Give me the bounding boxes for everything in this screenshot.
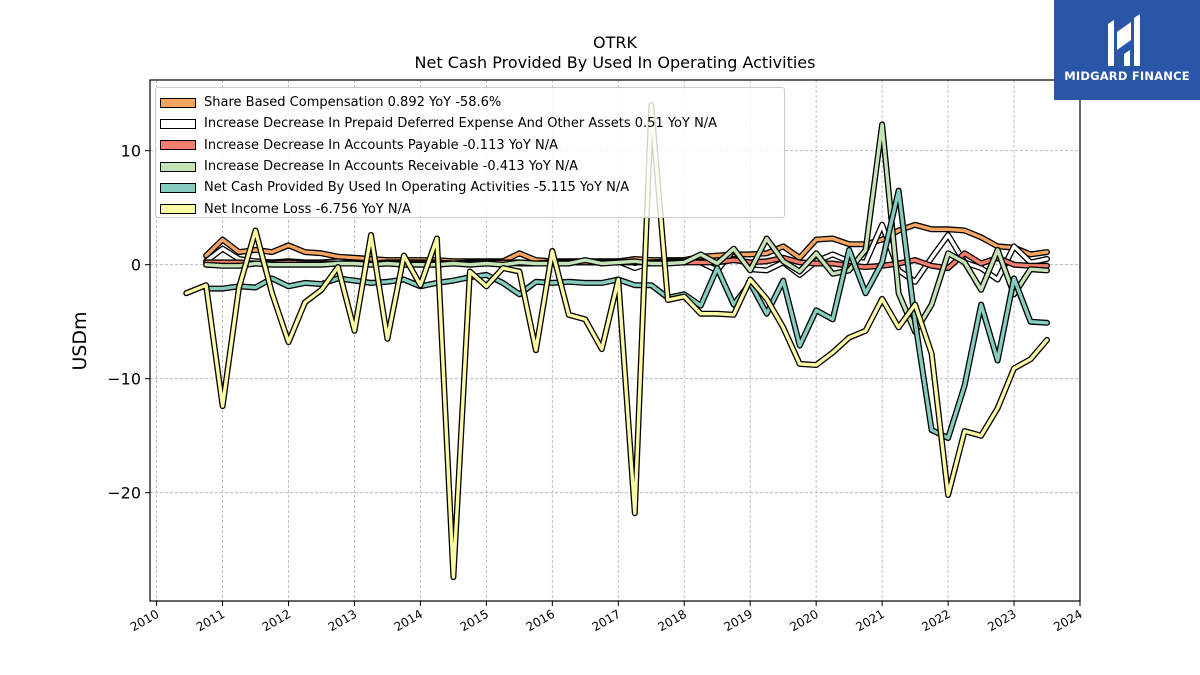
legend-swatch: [160, 97, 196, 108]
plot-frame: [149, 79, 1081, 602]
x-tick-label: 2010: [128, 607, 161, 634]
x-tick-label: 2013: [326, 607, 359, 634]
legend-item: Net Cash Provided By Used In Operating A…: [160, 177, 784, 198]
series-line: [204, 223, 1049, 263]
x-tick-label: 2015: [458, 607, 491, 634]
x-tick-label: 2024: [1051, 607, 1084, 634]
series-line: [184, 103, 1049, 579]
series-line: [204, 188, 1049, 440]
legend-label: Increase Decrease In Accounts Receivable…: [204, 159, 578, 175]
legend-label: Share Based Compensation 0.892 YoY -58.6…: [204, 95, 502, 111]
legend-item: Increase Decrease In Accounts Payable -0…: [160, 135, 784, 156]
legend-label: Net Income Loss -6.756 YoY N/A: [204, 201, 411, 217]
y-tick-label: −20: [107, 484, 141, 503]
brand-mark-icon: [1108, 14, 1140, 66]
y-tick-label: 0: [131, 256, 141, 275]
x-tick-label: 2017: [590, 607, 623, 634]
x-tick-label: 2018: [656, 607, 689, 634]
x-tick-label: 2016: [524, 607, 557, 634]
legend-label: Increase Decrease In Accounts Payable -0…: [204, 137, 558, 153]
chart-subtitle: Net Cash Provided By Used In Operating A…: [415, 53, 816, 72]
legend-item: Net Income Loss -6.756 YoY N/A: [160, 198, 784, 219]
y-tick-label: −10: [107, 370, 141, 389]
brand-logo: MIDGARD FINANCE: [1054, 0, 1200, 100]
series-5: [183, 102, 1050, 581]
x-tick-label: 2014: [392, 607, 425, 634]
y-tick-label: 10: [121, 142, 141, 161]
legend-item: Share Based Compensation 0.892 YoY -58.6…: [160, 92, 784, 113]
x-tick-label: 2020: [787, 607, 820, 634]
x-tick-label: 2011: [194, 607, 227, 634]
legend-label: Net Cash Provided By Used In Operating A…: [204, 180, 630, 196]
x-tick-label: 2012: [260, 607, 293, 634]
series-4: [203, 187, 1050, 441]
legend-swatch: [160, 118, 196, 129]
legend-swatch: [160, 182, 196, 193]
legend-swatch: [160, 161, 196, 172]
series-lines: [183, 102, 1050, 581]
x-tick-label: 2022: [919, 607, 952, 634]
brand-name: MIDGARD FINANCE: [1064, 69, 1190, 83]
chart-legend: Share Based Compensation 0.892 YoY -58.6…: [155, 87, 785, 218]
legend-item: Increase Decrease In Prepaid Deferred Ex…: [160, 113, 784, 134]
legend-label: Increase Decrease In Prepaid Deferred Ex…: [204, 116, 718, 132]
legend-item: Increase Decrease In Accounts Receivable…: [160, 156, 784, 177]
legend-swatch: [160, 204, 196, 215]
x-tick-label: 2023: [985, 607, 1018, 634]
x-tick-label: 2019: [721, 607, 754, 634]
y-axis-label: USDm: [69, 311, 91, 370]
chart-title: OTRK: [593, 33, 637, 52]
x-tick-label: 2021: [853, 607, 886, 634]
series-0: [203, 221, 1050, 265]
legend-swatch: [160, 140, 196, 151]
